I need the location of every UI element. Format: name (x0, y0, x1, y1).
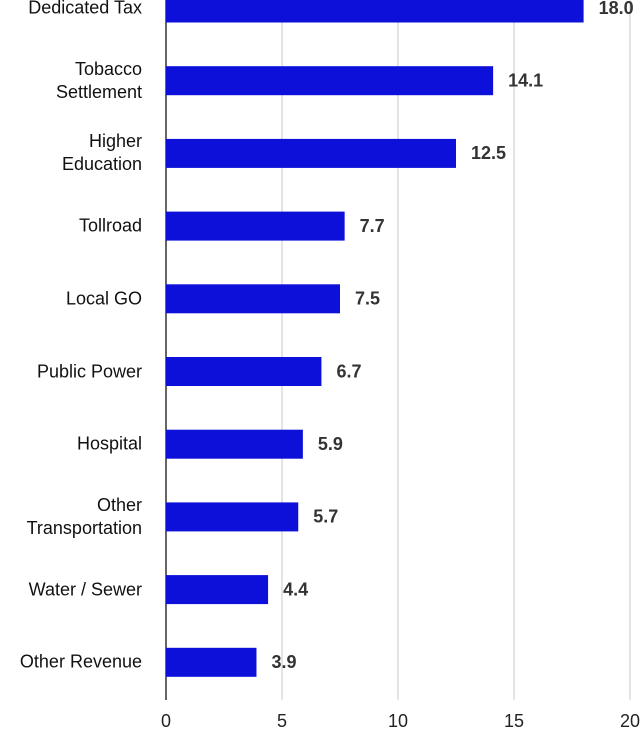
value-label: 18.0 (599, 0, 634, 18)
bar (166, 211, 345, 241)
value-label: 7.7 (360, 216, 385, 236)
y-tick-label: Hospital (76, 433, 142, 454)
y-tick-label: Higher Education (61, 131, 142, 175)
y-tick-label: Water / Sewer (28, 579, 142, 600)
value-label: 12.5 (471, 143, 506, 163)
bar (166, 138, 456, 168)
bar (166, 357, 322, 386)
value-label: 14.1 (508, 70, 543, 90)
y-tick-label: Tobacco Settlement (55, 58, 142, 102)
value-label: 6.7 (336, 361, 361, 381)
y-tick-label: Other Revenue (19, 651, 142, 672)
value-label: 4.4 (283, 579, 308, 599)
value-label: 5.7 (313, 507, 338, 527)
y-tick-label: Tollroad (78, 215, 142, 236)
y-tick-label: Public Power (36, 361, 142, 381)
y-tick-label: Local GO (65, 288, 142, 309)
bar (166, 284, 340, 314)
y-tick-label: Dedicated Tax (28, 0, 142, 18)
y-tick-label: Other Transportation (26, 494, 142, 538)
bar (166, 66, 494, 96)
bar (166, 575, 269, 605)
x-tick-label: 5 (277, 711, 287, 731)
value-label: 3.9 (271, 652, 296, 672)
x-tick-label: 20 (620, 711, 640, 731)
bar (166, 429, 303, 459)
value-label: 5.9 (318, 434, 343, 454)
x-tick-label: 15 (504, 711, 524, 731)
value-label: 7.5 (355, 289, 380, 309)
bar (166, 502, 299, 532)
bar (166, 0, 584, 23)
x-tick-label: 10 (388, 711, 408, 731)
bar (166, 647, 257, 677)
x-tick-label: 0 (161, 711, 171, 731)
